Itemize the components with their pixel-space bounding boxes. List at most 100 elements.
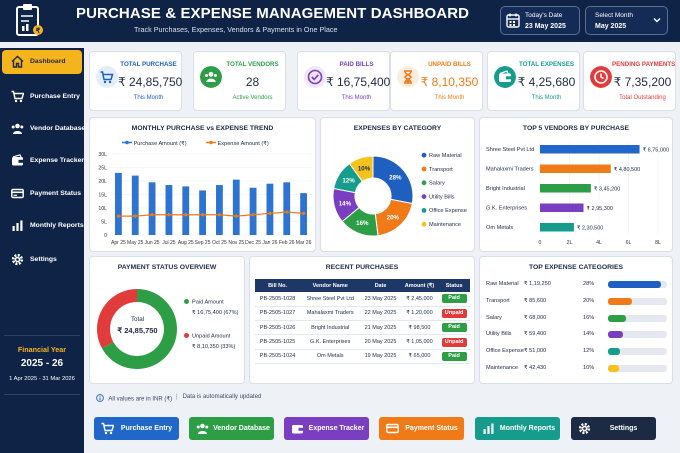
category-progress-track xyxy=(608,331,667,339)
legend-swatch xyxy=(421,152,427,158)
payment-status-button[interactable]: Payment Status xyxy=(379,417,464,440)
users-icon xyxy=(200,66,222,88)
sidebar-item-dashboard[interactable]: Dashboard xyxy=(2,50,82,74)
y-tick-label: 5L xyxy=(101,220,107,226)
expense-point xyxy=(285,210,289,214)
pie-slice xyxy=(101,289,177,369)
sidebar-item-settings[interactable]: Settings xyxy=(2,248,82,272)
kpi-sub: This Month xyxy=(434,95,465,101)
expense-tracker-button[interactable]: Expense Tracker xyxy=(284,417,369,440)
expense-point xyxy=(217,213,222,217)
category-percent: 14% xyxy=(583,331,595,338)
fy-range: 1 Apr 2025 - 31 Mar 2026 xyxy=(9,376,75,382)
status-badge: Unpaid xyxy=(441,308,467,318)
sidebar-item-expense-tracker[interactable]: Expense Tracker xyxy=(2,149,84,173)
category-percent: 20% xyxy=(583,297,595,304)
legend-purchase: Purchase Amount (₹) xyxy=(122,140,187,147)
x-tick-label: Nov 25 xyxy=(228,240,244,246)
kpi-sub: Total Outstanding xyxy=(619,95,666,101)
vendor-database-button[interactable]: Vendor Database xyxy=(189,417,274,440)
purchase-bar xyxy=(148,182,156,235)
month-select[interactable]: Select Month May 2025 xyxy=(585,6,668,35)
table-row[interactable]: PB-2505-1028 Shree Steel Pvt Ltd 23 May … xyxy=(255,292,470,307)
category-name: Office Expense xyxy=(486,348,524,355)
purchase-bar xyxy=(165,185,173,235)
table-row[interactable]: PB-2505-1027 Mahalaxmi Traders 22 May 20… xyxy=(255,306,470,322)
expense-category-row: Maintenance ₹ 42,430 10% xyxy=(486,362,670,376)
purchase-bar xyxy=(131,175,139,235)
legend-swatch xyxy=(421,180,427,186)
sidebar-item-purchase-entry[interactable]: Purchase Entry xyxy=(2,85,82,109)
column-header: Vendor Name xyxy=(300,279,361,292)
button-label: Purchase Entry xyxy=(120,425,173,432)
expense-category-panel: EXPENSES BY CATEGORY 28% 20% 16% 14% 12% 10% R… xyxy=(320,117,475,252)
inr-note: All values are in INR (₹) xyxy=(96,394,172,403)
table-row[interactable]: PB-2505-1024 Om Metals 19 May 2025 ₹ 65,… xyxy=(255,349,470,364)
top-expense-panel: TOP EXPENSE CATEGORIES Raw Material ₹ 1,1… xyxy=(479,256,673,384)
category-name: Salary xyxy=(486,314,502,321)
date-value: 23 May 2025 xyxy=(525,23,566,30)
column-header: Date xyxy=(360,279,401,292)
category-amount: ₹ 85,600 xyxy=(524,297,547,304)
x-tick-label: 4L xyxy=(596,240,602,246)
x-tick-label: Jul 25 xyxy=(162,240,176,246)
purchase-bar xyxy=(216,185,223,235)
kpi-value: ₹ 4,25,680 xyxy=(517,75,576,89)
expense-category-row: Office Expense ₹ 51,000 12% xyxy=(486,345,670,359)
gear-icon xyxy=(11,253,24,266)
category-progress-track xyxy=(608,314,667,322)
kpi-paid-bills: PAID BILLS ₹ 16,75,400 This Month xyxy=(297,51,390,111)
legend-label: Utility Bills xyxy=(429,194,455,200)
y-tick-label: 30L xyxy=(98,152,107,158)
bill-no: PB-2505-1026 xyxy=(255,320,301,336)
legend-label: Raw Material xyxy=(429,153,462,159)
kpi-value: ₹ 7,35,200 xyxy=(613,75,672,89)
bill-date: 20 May 2025 xyxy=(360,334,401,350)
top-vendors-panel: TOP 5 VENDORS BY PURCHASE 0 2L 4L 6L 8L Shree… xyxy=(479,117,673,252)
x-tick-label: Mar 26 xyxy=(296,240,312,246)
button-label: Payment Status xyxy=(405,425,458,432)
category-amount: ₹ 1,19,250 xyxy=(524,281,551,287)
expense-point xyxy=(150,213,154,217)
vendor-value-label: ₹ 6,75,000 xyxy=(643,146,669,153)
purchase-entry-button[interactable]: Purchase Entry xyxy=(94,417,179,440)
slice-label: 20% xyxy=(387,214,400,221)
chevron-down-icon xyxy=(653,18,661,23)
vendor-bar-chart: 0 2L 4L 6L 8L Shree Steel Pvt Ltd ₹ 6,75,000 Ma… xyxy=(486,142,669,246)
x-tick-label: 8L xyxy=(655,240,661,246)
category-name: Utility Bills xyxy=(486,331,512,338)
cart-icon xyxy=(11,90,24,103)
expense-point xyxy=(251,213,255,217)
legend-label: Salary xyxy=(429,181,445,187)
legend-swatch xyxy=(184,299,189,304)
month-value: May 2025 xyxy=(595,23,627,30)
bill-amount: ₹ 98,500 xyxy=(400,320,439,336)
bill-amount: ₹ 1,05,000 xyxy=(400,334,439,350)
expense-category-row: Raw Material ₹ 1,19,250 28% xyxy=(486,278,670,292)
sidebar-item-payment-status[interactable]: Payment Status xyxy=(2,182,82,206)
note-text: All values are in INR (₹) xyxy=(108,396,173,403)
cart-icon xyxy=(96,66,118,88)
status-badge: Paid xyxy=(441,294,467,304)
kpi-value: 28 xyxy=(245,75,260,89)
monthly-reports-button[interactable]: Monthly Reports xyxy=(475,417,560,440)
sidebar-item-vendor-database[interactable]: Vendor Database xyxy=(2,117,85,141)
category-progress-fill xyxy=(608,331,624,339)
note-text: Data is automatically updated xyxy=(182,394,262,400)
table-row[interactable]: PB-2505-1025 G.K. Enterprises 20 May 202… xyxy=(255,334,470,350)
sidebar-item-monthly-reports[interactable]: Monthly Reports xyxy=(2,214,84,238)
month-label: Select Month xyxy=(595,12,633,19)
table-row[interactable]: PB-2505-1026 Bright Industrial 21 May 20… xyxy=(255,320,470,336)
x-tick-label: Apr 25 xyxy=(111,240,126,246)
legend-swatch xyxy=(421,194,427,199)
expense-category-row: Transport ₹ 85,600 20% xyxy=(486,295,670,309)
expense-point xyxy=(301,211,306,215)
bill-no: PB-2505-1028 xyxy=(255,292,301,307)
kpi-sub: This Month xyxy=(341,95,372,101)
bar-chart-icon xyxy=(483,423,494,434)
settings-button[interactable]: Settings xyxy=(571,417,656,440)
card-icon xyxy=(386,423,399,434)
bill-date: 21 May 2025 xyxy=(360,320,401,336)
page-title: PURCHASE & EXPENSE MANAGEMENT DASHBOARD xyxy=(76,5,470,22)
legend-swatch xyxy=(421,221,427,227)
